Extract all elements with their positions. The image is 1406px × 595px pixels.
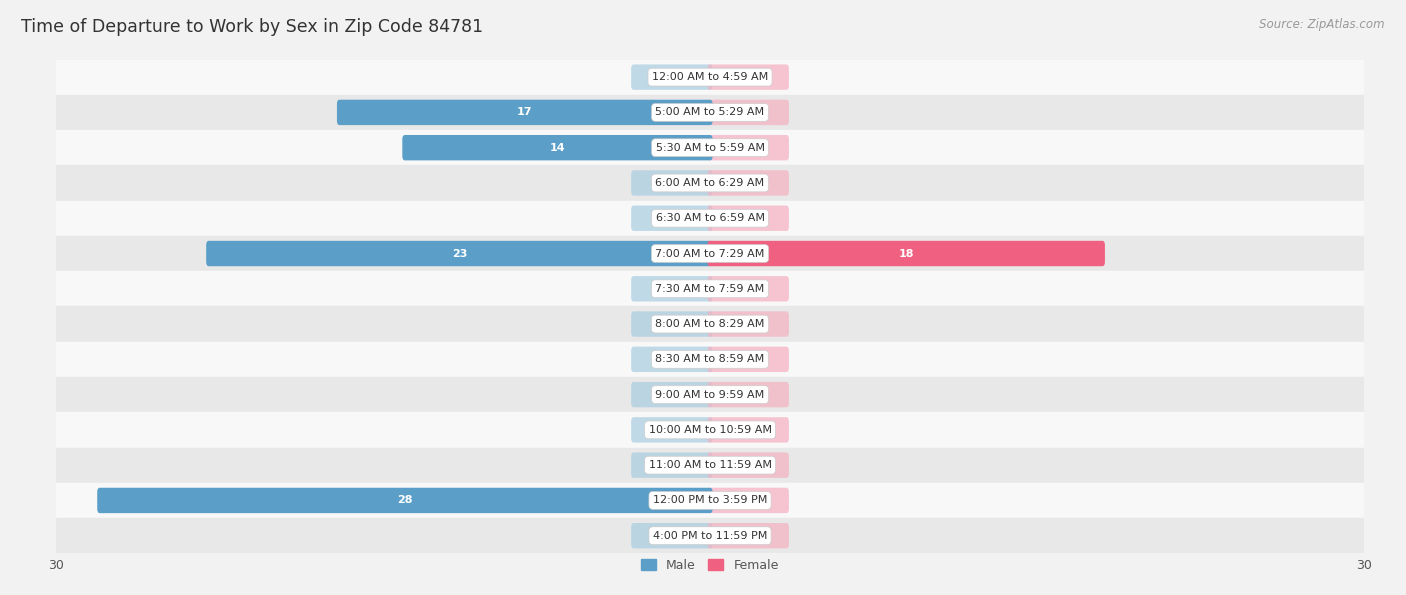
Text: 5:30 AM to 5:59 AM: 5:30 AM to 5:59 AM — [655, 143, 765, 153]
Text: 0: 0 — [718, 72, 725, 82]
Text: 0: 0 — [718, 284, 725, 294]
Text: 0: 0 — [718, 213, 725, 223]
Bar — [56, 60, 1364, 95]
Text: 0: 0 — [695, 355, 702, 364]
FancyBboxPatch shape — [631, 170, 713, 196]
FancyBboxPatch shape — [707, 276, 789, 302]
Text: 0: 0 — [718, 531, 725, 541]
FancyBboxPatch shape — [337, 100, 713, 125]
Text: 7:00 AM to 7:29 AM: 7:00 AM to 7:29 AM — [655, 249, 765, 258]
Bar — [56, 271, 1364, 306]
Legend: Male, Female: Male, Female — [637, 554, 783, 577]
Text: 8:30 AM to 8:59 AM: 8:30 AM to 8:59 AM — [655, 355, 765, 364]
FancyBboxPatch shape — [631, 276, 713, 302]
FancyBboxPatch shape — [631, 523, 713, 549]
Text: Time of Departure to Work by Sex in Zip Code 84781: Time of Departure to Work by Sex in Zip … — [21, 18, 484, 36]
Text: 14: 14 — [550, 143, 565, 153]
Text: 0: 0 — [695, 460, 702, 470]
Text: 11:00 AM to 11:59 AM: 11:00 AM to 11:59 AM — [648, 460, 772, 470]
Text: 8:00 AM to 8:29 AM: 8:00 AM to 8:29 AM — [655, 319, 765, 329]
FancyBboxPatch shape — [207, 241, 713, 266]
Text: 0: 0 — [695, 390, 702, 400]
FancyBboxPatch shape — [707, 382, 789, 408]
FancyBboxPatch shape — [631, 205, 713, 231]
FancyBboxPatch shape — [402, 135, 713, 161]
Text: 17: 17 — [517, 108, 533, 117]
Text: 7:30 AM to 7:59 AM: 7:30 AM to 7:59 AM — [655, 284, 765, 294]
Bar — [56, 165, 1364, 201]
Text: 0: 0 — [718, 108, 725, 117]
FancyBboxPatch shape — [631, 382, 713, 408]
Text: 0: 0 — [695, 284, 702, 294]
Text: 12:00 AM to 4:59 AM: 12:00 AM to 4:59 AM — [652, 72, 768, 82]
FancyBboxPatch shape — [631, 452, 713, 478]
Text: 23: 23 — [451, 249, 467, 258]
Text: 0: 0 — [695, 72, 702, 82]
FancyBboxPatch shape — [631, 311, 713, 337]
Text: 6:30 AM to 6:59 AM: 6:30 AM to 6:59 AM — [655, 213, 765, 223]
Bar — [56, 447, 1364, 483]
FancyBboxPatch shape — [97, 488, 713, 513]
Text: 6:00 AM to 6:29 AM: 6:00 AM to 6:29 AM — [655, 178, 765, 188]
Text: 12:00 PM to 3:59 PM: 12:00 PM to 3:59 PM — [652, 496, 768, 505]
FancyBboxPatch shape — [707, 205, 789, 231]
Text: 9:00 AM to 9:59 AM: 9:00 AM to 9:59 AM — [655, 390, 765, 400]
FancyBboxPatch shape — [707, 100, 789, 125]
Text: 0: 0 — [718, 496, 725, 505]
Text: 28: 28 — [396, 496, 413, 505]
FancyBboxPatch shape — [707, 311, 789, 337]
FancyBboxPatch shape — [707, 347, 789, 372]
Bar — [56, 518, 1364, 553]
FancyBboxPatch shape — [631, 347, 713, 372]
FancyBboxPatch shape — [707, 523, 789, 549]
Text: 18: 18 — [898, 249, 914, 258]
Text: 0: 0 — [718, 178, 725, 188]
Bar — [56, 412, 1364, 447]
Bar — [56, 377, 1364, 412]
Text: 4:00 PM to 11:59 PM: 4:00 PM to 11:59 PM — [652, 531, 768, 541]
Bar — [56, 130, 1364, 165]
FancyBboxPatch shape — [631, 64, 713, 90]
FancyBboxPatch shape — [707, 64, 789, 90]
Text: 0: 0 — [695, 213, 702, 223]
FancyBboxPatch shape — [707, 417, 789, 443]
FancyBboxPatch shape — [707, 488, 789, 513]
FancyBboxPatch shape — [707, 170, 789, 196]
Text: 0: 0 — [695, 531, 702, 541]
Bar — [56, 306, 1364, 342]
Text: 0: 0 — [695, 319, 702, 329]
Bar — [56, 483, 1364, 518]
Text: 0: 0 — [695, 425, 702, 435]
Text: 0: 0 — [718, 390, 725, 400]
Text: 0: 0 — [718, 460, 725, 470]
Text: Source: ZipAtlas.com: Source: ZipAtlas.com — [1260, 18, 1385, 31]
Text: 0: 0 — [718, 319, 725, 329]
Bar — [56, 95, 1364, 130]
Text: 10:00 AM to 10:59 AM: 10:00 AM to 10:59 AM — [648, 425, 772, 435]
FancyBboxPatch shape — [707, 135, 789, 161]
FancyBboxPatch shape — [707, 452, 789, 478]
Text: 0: 0 — [695, 178, 702, 188]
Bar — [56, 201, 1364, 236]
Bar — [56, 236, 1364, 271]
Text: 0: 0 — [718, 143, 725, 153]
Text: 0: 0 — [718, 425, 725, 435]
Bar — [56, 342, 1364, 377]
Text: 0: 0 — [718, 355, 725, 364]
Text: 5:00 AM to 5:29 AM: 5:00 AM to 5:29 AM — [655, 108, 765, 117]
FancyBboxPatch shape — [707, 241, 1105, 266]
FancyBboxPatch shape — [631, 417, 713, 443]
